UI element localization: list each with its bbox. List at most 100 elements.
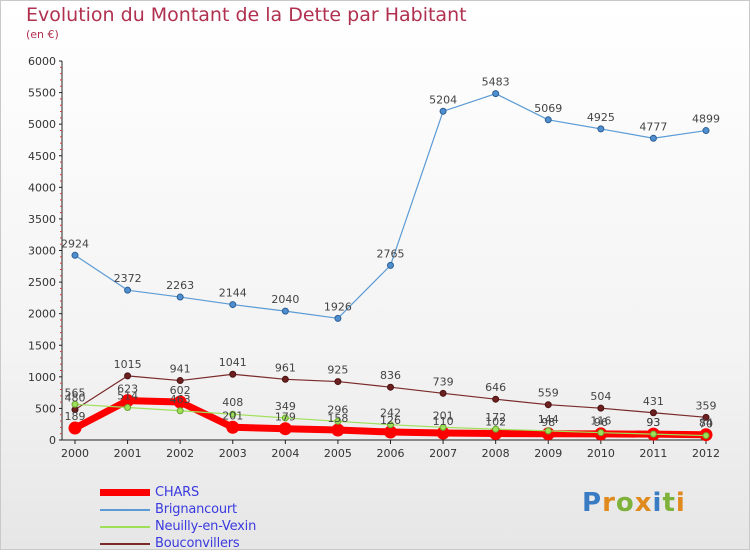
- data-label-chars: 623: [117, 383, 138, 396]
- data-label-chars: 201: [222, 409, 243, 422]
- data-label-brignancourt: 2372: [114, 272, 142, 285]
- data-label-neuilly-en-vexin: 116: [590, 415, 611, 428]
- data-label-bouconvillers: 1041: [219, 356, 247, 369]
- y-tick-label: 1500: [28, 339, 56, 352]
- x-tick-label: 2012: [692, 447, 720, 460]
- x-tick-label: 2008: [482, 447, 510, 460]
- y-tick-label: 5500: [28, 87, 56, 100]
- data-label-neuilly-en-vexin: 144: [538, 413, 559, 426]
- x-tick-label: 2010: [587, 447, 615, 460]
- y-tick-label: 4500: [28, 150, 56, 163]
- data-label-chars: 110: [433, 415, 454, 428]
- data-label-bouconvillers: 1015: [114, 358, 142, 371]
- data-point-bouconvillers: [281, 375, 289, 383]
- data-point-brignancourt: [334, 314, 342, 322]
- data-point-bouconvillers: [387, 383, 394, 391]
- data-label-brignancourt: 2144: [219, 287, 247, 300]
- x-tick-label: 2007: [429, 447, 457, 460]
- data-point-neuilly-en-vexin: [334, 417, 342, 425]
- data-label-chars: 96: [594, 416, 608, 429]
- y-tick-label: 2500: [28, 276, 56, 289]
- data-label-neuilly-en-vexin: 514: [117, 390, 138, 403]
- data-point-brignancourt: [229, 301, 237, 309]
- data-label-neuilly-en-vexin: 70: [699, 418, 713, 431]
- legend-swatch: [100, 525, 150, 528]
- data-label-neuilly-en-vexin: 408: [222, 396, 243, 409]
- data-point-chars: [68, 421, 82, 435]
- data-point-bouconvillers: [229, 370, 237, 378]
- data-label-brignancourt: 4925: [587, 111, 615, 124]
- data-label-neuilly-en-vexin: 349: [275, 400, 296, 413]
- data-point-brignancourt: [281, 307, 289, 315]
- data-label-chars: 602: [170, 384, 191, 397]
- data-label-bouconvillers: 925: [327, 364, 348, 377]
- data-label-brignancourt: 5069: [534, 102, 562, 115]
- data-point-neuilly-en-vexin: [492, 425, 500, 433]
- data-label-bouconvillers: 504: [590, 390, 611, 403]
- data-point-brignancourt: [176, 293, 184, 301]
- legend-label: Brignancourt: [155, 502, 237, 517]
- data-point-brignancourt: [702, 127, 710, 135]
- y-tick-label: 1000: [28, 371, 56, 384]
- x-tick-label: 2005: [324, 447, 352, 460]
- data-label-chars: 93: [646, 416, 660, 429]
- data-point-bouconvillers: [702, 413, 710, 421]
- x-tick-label: 2004: [271, 447, 299, 460]
- data-label-bouconvillers: 961: [275, 361, 296, 374]
- data-point-bouconvillers: [176, 377, 184, 385]
- data-label-bouconvillers: 480: [65, 392, 86, 405]
- legend-label: Bouconvillers: [155, 536, 240, 551]
- x-tick-label: 2003: [219, 447, 247, 460]
- data-point-neuilly-en-vexin: [176, 407, 184, 415]
- data-label-neuilly-en-vexin: 201: [433, 409, 454, 422]
- data-label-neuilly-en-vexin: 565: [65, 386, 86, 399]
- y-tick-label: 500: [35, 402, 56, 415]
- data-point-neuilly-en-vexin: [229, 410, 237, 418]
- data-point-brignancourt: [649, 134, 657, 142]
- x-tick-label: 2002: [166, 447, 194, 460]
- data-point-brignancourt: [492, 90, 500, 98]
- data-point-neuilly-en-vexin: [597, 429, 605, 437]
- data-label-neuilly-en-vexin: 296: [327, 403, 348, 416]
- data-point-neuilly-en-vexin: [649, 430, 657, 438]
- data-point-neuilly-en-vexin: [71, 400, 79, 408]
- data-label-bouconvillers: 431: [643, 395, 664, 408]
- chart-unit-label: (en €): [26, 28, 59, 41]
- data-point-chars: [278, 422, 292, 436]
- data-point-chars: [331, 423, 345, 437]
- data-point-bouconvillers: [649, 409, 657, 417]
- y-tick-label: 0: [49, 434, 56, 447]
- data-label-bouconvillers: 559: [538, 387, 559, 400]
- y-tick-label: 6000: [28, 55, 56, 68]
- data-label-chars: 98: [541, 416, 555, 429]
- data-label-bouconvillers: 359: [696, 399, 717, 412]
- x-tick-label: 2000: [61, 447, 89, 460]
- legend-swatch: [100, 508, 150, 511]
- y-tick-label: 3000: [28, 245, 56, 258]
- data-label-brignancourt: 5204: [429, 93, 457, 106]
- data-label-chars: 84: [699, 417, 713, 430]
- data-point-bouconvillers: [544, 401, 552, 409]
- x-tick-label: 2009: [534, 447, 562, 460]
- data-label-brignancourt: 4777: [639, 120, 667, 133]
- chart-title: Evolution du Montant de la Dette par Hab…: [26, 4, 467, 26]
- data-point-chars: [226, 420, 240, 434]
- data-point-brignancourt: [597, 125, 605, 133]
- legend-swatch: [100, 542, 150, 545]
- data-point-neuilly-en-vexin: [124, 404, 132, 412]
- y-tick-label: 2000: [28, 308, 56, 321]
- legend-label: CHARS: [155, 485, 200, 500]
- data-label-chars: 179: [275, 411, 296, 424]
- data-point-bouconvillers: [334, 378, 342, 386]
- data-label-bouconvillers: 646: [485, 381, 506, 394]
- data-label-brignancourt: 2040: [271, 293, 299, 306]
- data-label-brignancourt: 2765: [377, 247, 405, 260]
- data-point-bouconvillers: [124, 372, 132, 380]
- y-tick-label: 3500: [28, 213, 56, 226]
- data-label-chars: 158: [327, 412, 348, 425]
- data-point-neuilly-en-vexin: [702, 432, 710, 440]
- data-point-neuilly-en-vexin: [387, 421, 394, 429]
- data-point-neuilly-en-vexin: [544, 427, 552, 435]
